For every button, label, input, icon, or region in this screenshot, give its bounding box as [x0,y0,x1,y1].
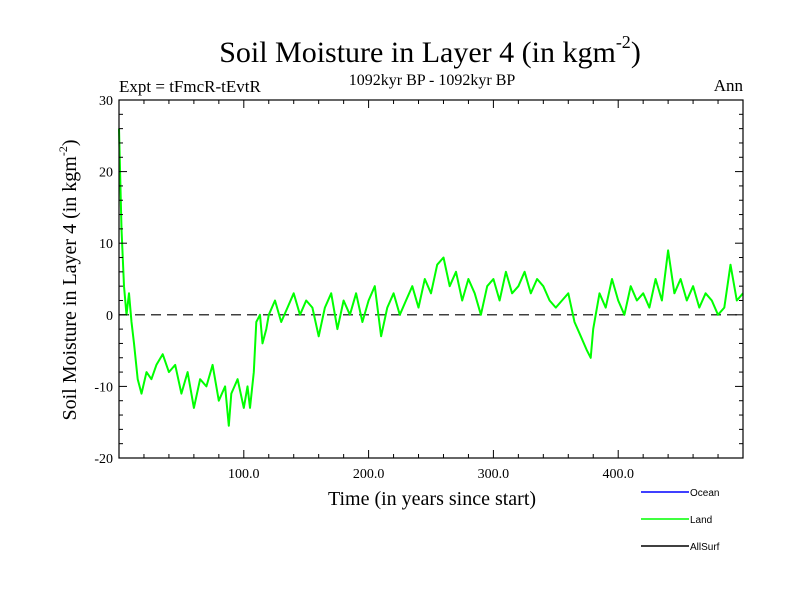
chart-title-main: Soil Moisture in Layer 4 (in kgm [219,36,616,69]
series-line-land [118,128,744,427]
legend-item-ocean: Ocean [641,488,719,499]
x-tick-label: 400.0 [602,467,634,482]
tick-label-layer: -20 -10 0 10 20 30 100.0 200.0 300.0 400.0 [94,94,634,482]
y-tick-label: 0 [106,309,113,324]
chart-title-close: ) [631,36,641,69]
chart-subtitle: 1092kyr BP - 1092kyr BP [349,72,516,89]
y-axis-label-sup: -2 [56,146,70,156]
y-axis-label-main: Soil Moisture in Layer 4 (in kgm [59,156,81,421]
chart-title: Soil Moisture in Layer 4 (in kgm-2) [219,32,641,69]
x-axis-label: Time (in years since start) [328,488,536,510]
legend-label: Ocean [690,488,719,499]
series-layer [118,128,744,427]
y-tick-label: 10 [99,237,113,252]
legend-item-land: Land [641,515,712,526]
chart-title-sup: -2 [616,32,631,52]
season-label: Ann [714,76,744,95]
experiment-label: Expt = tFmcR-tEvtR [119,77,261,96]
y-tick-label: 20 [99,166,113,181]
plot-frame [118,99,744,459]
x-tick-label: 300.0 [478,467,510,482]
axis-layer [119,99,743,459]
y-tick-label: 30 [99,94,113,109]
y-axis-label-close: ) [59,139,81,146]
y-tick-label: -20 [94,452,113,467]
legend-label: AllSurf [690,542,720,553]
x-tick-label: 200.0 [353,467,385,482]
y-tick-label: -10 [94,380,113,395]
legend-label: Land [690,515,712,526]
x-tick-label: 100.0 [228,467,260,482]
y-axis-label: Soil Moisture in Layer 4 (in kgm-2) [56,139,81,420]
legend: Ocean Land AllSurf [641,488,720,553]
legend-item-allsurf: AllSurf [641,542,720,553]
